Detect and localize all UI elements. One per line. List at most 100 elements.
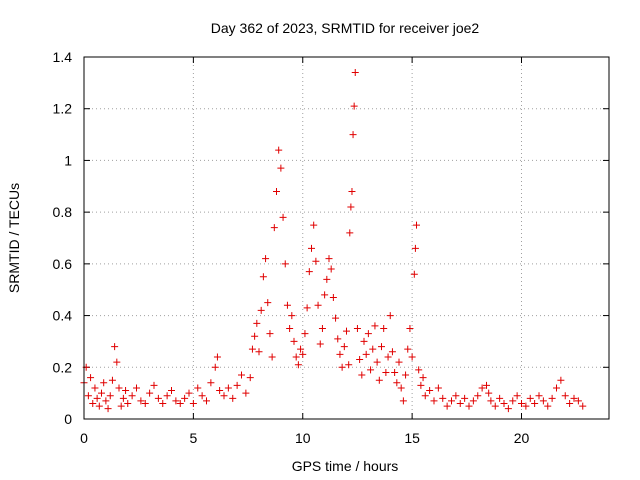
data-point	[397, 384, 405, 392]
data-point	[351, 69, 359, 77]
data-point	[371, 322, 379, 330]
data-point	[312, 257, 320, 265]
y-axis-tick-labels: 0 0.2 0.4 0.6 0.8 1 1.2 1.4	[53, 49, 73, 427]
data-point	[277, 164, 285, 172]
data-point	[93, 394, 101, 402]
data-point	[270, 224, 278, 232]
data-point	[259, 273, 267, 281]
x-axis-label: GPS time / hours	[292, 458, 399, 474]
y-tick-label: 1.2	[53, 101, 73, 117]
data-point	[465, 402, 473, 410]
data-points	[80, 69, 587, 413]
x-tick-label: 5	[189, 430, 197, 446]
chart-title: Day 362 of 2023, SRMTID for receiver joe…	[211, 20, 480, 36]
data-point	[566, 399, 574, 407]
data-point	[91, 384, 99, 392]
data-point	[286, 325, 294, 332]
data-point	[415, 366, 423, 374]
data-point	[561, 392, 569, 400]
data-point	[220, 392, 228, 400]
data-point	[297, 345, 305, 353]
data-point	[487, 397, 495, 405]
data-point	[117, 402, 125, 410]
data-point	[128, 392, 136, 400]
data-point	[181, 394, 189, 402]
data-point	[504, 405, 512, 413]
data-point	[251, 332, 259, 340]
data-point	[168, 387, 175, 395]
data-point	[303, 304, 311, 312]
data-point	[106, 392, 114, 400]
data-point	[329, 293, 337, 301]
data-point	[522, 402, 530, 410]
data-point	[526, 394, 534, 402]
data-point	[557, 376, 565, 384]
data-point	[452, 392, 460, 400]
y-tick-label: 0.8	[53, 204, 73, 220]
data-point	[375, 376, 383, 384]
data-point	[410, 270, 418, 278]
data-point	[434, 384, 442, 392]
data-point	[238, 371, 245, 379]
data-point	[448, 397, 455, 405]
grid-lines	[84, 57, 609, 419]
data-point	[579, 402, 587, 410]
y-tick-label: 0.2	[53, 359, 73, 375]
data-point	[340, 343, 348, 351]
data-point	[281, 260, 289, 268]
data-point	[327, 265, 335, 273]
data-point	[98, 389, 105, 397]
data-point	[257, 306, 265, 314]
data-point	[456, 399, 464, 407]
data-point	[358, 371, 366, 379]
x-axis-tick-labels: 0 5 10 15 20	[80, 430, 529, 446]
data-point	[154, 394, 162, 402]
data-point	[380, 325, 388, 332]
data-point	[343, 327, 350, 335]
data-point	[478, 384, 486, 392]
data-point	[150, 381, 158, 389]
data-point	[84, 392, 92, 400]
y-tick-label: 0.4	[53, 308, 73, 324]
data-point	[159, 399, 167, 407]
data-point	[382, 368, 390, 376]
data-point	[388, 348, 396, 356]
data-point	[305, 268, 313, 276]
data-point	[229, 394, 237, 402]
data-point	[288, 312, 296, 320]
data-point	[509, 397, 517, 405]
data-point	[321, 291, 329, 299]
data-point	[318, 325, 326, 332]
data-point	[213, 353, 221, 361]
data-point	[216, 387, 224, 395]
data-point	[408, 353, 416, 361]
data-point	[100, 379, 108, 387]
data-point	[553, 384, 560, 392]
data-point	[325, 255, 333, 263]
data-point	[345, 361, 353, 369]
data-point	[570, 394, 578, 402]
data-point	[544, 402, 552, 410]
data-point	[122, 387, 130, 395]
data-point	[496, 394, 504, 402]
data-point	[373, 358, 381, 366]
data-point	[89, 399, 97, 407]
data-point	[292, 353, 300, 361]
data-point	[439, 394, 447, 402]
data-point	[531, 399, 539, 407]
data-point	[346, 229, 354, 237]
data-point	[362, 350, 370, 358]
data-point	[87, 374, 95, 382]
data-point	[273, 187, 280, 195]
data-point	[290, 337, 298, 345]
data-point	[233, 381, 241, 389]
data-point	[198, 392, 206, 400]
data-point	[111, 343, 119, 351]
data-point	[419, 374, 427, 382]
data-point	[294, 361, 302, 369]
data-point	[248, 345, 256, 353]
data-point	[421, 392, 429, 400]
data-point	[395, 358, 403, 366]
data-point	[275, 146, 283, 154]
data-point	[189, 399, 197, 407]
